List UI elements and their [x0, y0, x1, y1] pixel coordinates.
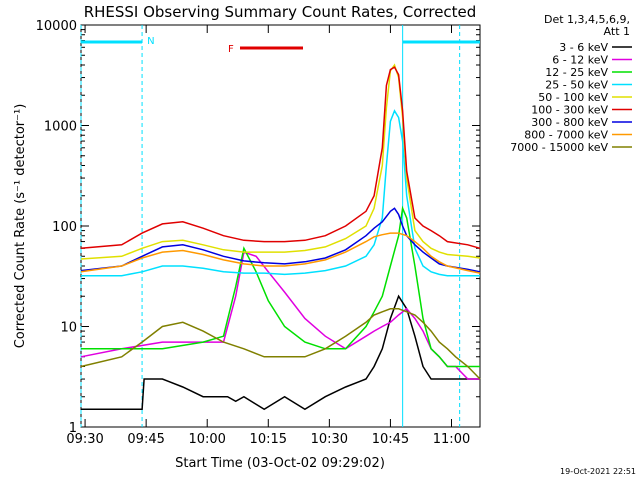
series-line-100-300-kev [80, 66, 481, 250]
y-axis: 1 10 100 1000 10000 [36, 19, 480, 436]
x-tick-label: 10:00 [188, 432, 225, 447]
legend-header-line2: Att 1 [604, 25, 630, 38]
series-line-300-800-kev [80, 207, 481, 273]
x-tick-label: 10:45 [372, 432, 409, 447]
legend-label: 25 - 50 keV [545, 79, 608, 92]
x-tick-label: 09:45 [127, 432, 164, 447]
y-tick-label: 100 [52, 220, 77, 235]
flare-label: F [228, 44, 234, 55]
series-line-6-12-kev [80, 251, 480, 380]
legend-label: 300 - 800 keV [531, 116, 608, 129]
y-tick-label: 10 [60, 321, 77, 336]
series-line-800-7000-kev [80, 232, 481, 274]
x-tick-label: 10:15 [250, 432, 287, 447]
series-line-3-6-kev [81, 294, 480, 411]
legend-label: 100 - 300 keV [531, 104, 608, 117]
x-tick-label: 09:30 [66, 432, 103, 447]
series-lines [80, 63, 481, 411]
night-label: N [147, 36, 154, 47]
x-tick-label: 10:30 [311, 432, 348, 447]
legend-label: 800 - 7000 keV [524, 129, 608, 142]
legend-label: 6 - 12 keV [552, 54, 608, 67]
chart-title: RHESSI Observing Summary Count Rates, Co… [84, 3, 477, 21]
x-axis: 09:30 09:45 10:00 10:15 10:30 10:45 11:00 [66, 25, 470, 447]
series-line-25-50-kev [81, 109, 480, 277]
legend-label: 7000 - 15000 keV [510, 141, 608, 154]
legend-label: 50 - 100 keV [538, 91, 608, 104]
legend-label: 3 - 6 keV [559, 41, 608, 54]
legend-header-line1: Det 1,3,4,5,6,9, [544, 13, 630, 26]
plot-frame [80, 24, 481, 428]
series-line-50-100-kev [80, 63, 481, 260]
observing-markers: NF [80, 25, 480, 427]
y-axis-label: Corrected Count Rate (s⁻¹ detector⁻¹) [13, 104, 28, 349]
footer-date: 19-Oct-2021 22:51 [560, 467, 636, 476]
x-axis-label: Start Time (03-Oct-02 09:29:02) [175, 456, 385, 471]
y-tick-label: 1000 [44, 120, 77, 135]
y-tick-label: 10000 [36, 19, 77, 34]
series-line-7000-15000-kev [80, 308, 481, 380]
x-tick-label: 11:00 [433, 432, 470, 447]
y-tick-label: 1 [69, 421, 77, 436]
legend-label: 12 - 25 keV [545, 66, 608, 79]
